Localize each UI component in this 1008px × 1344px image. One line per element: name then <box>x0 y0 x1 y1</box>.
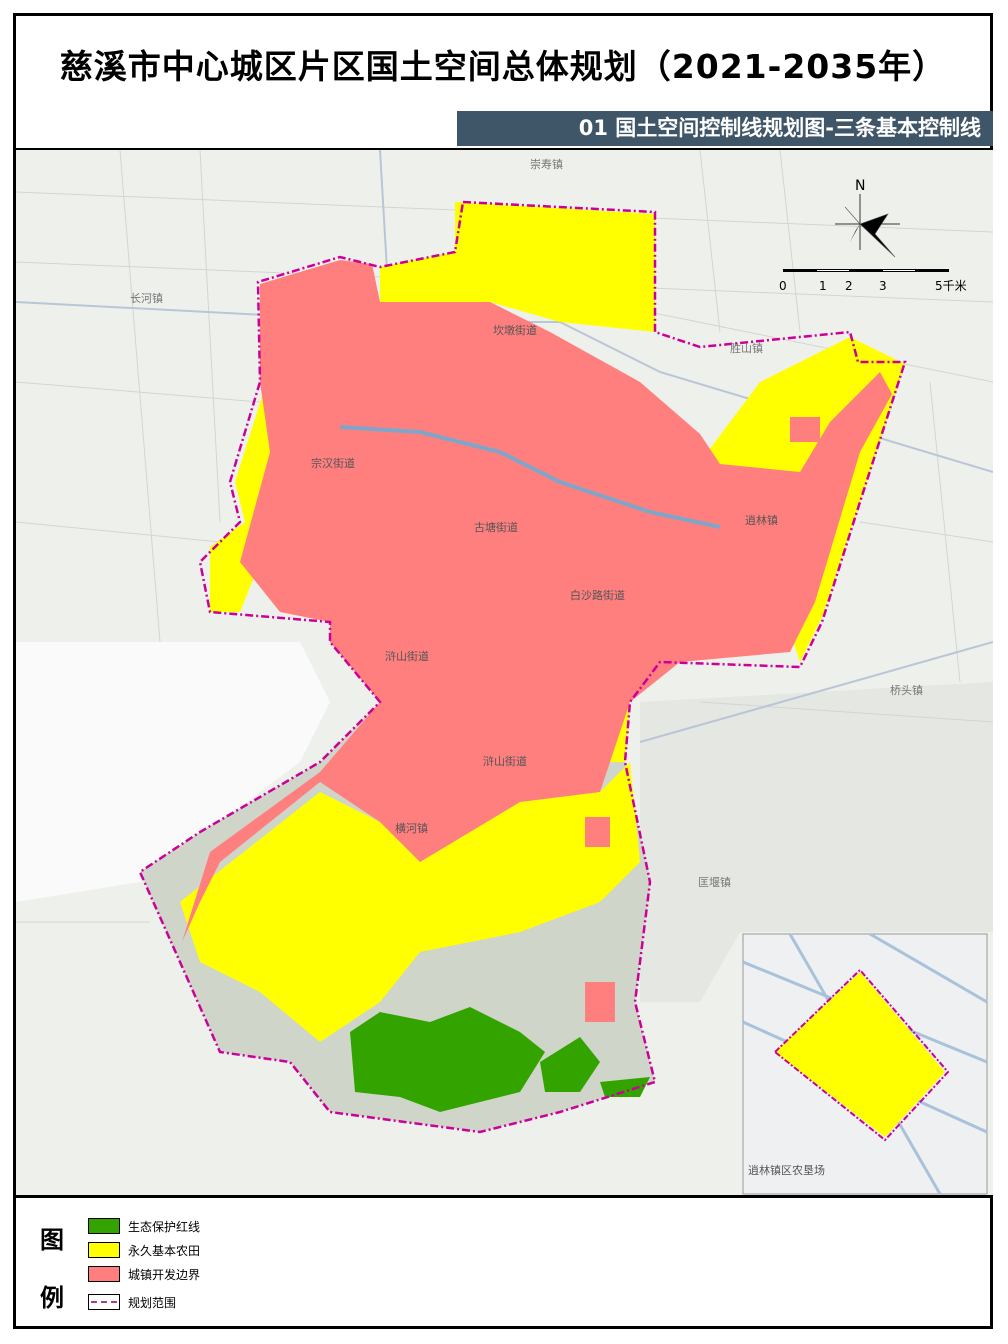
basemap-lowland <box>16 642 330 902</box>
legend-label: 城镇开发边界 <box>128 1267 201 1282</box>
urban-patches <box>585 417 820 1022</box>
place-label-henghe: 横河镇 <box>395 821 428 835</box>
legend-swatch-green <box>88 1218 120 1234</box>
legend-title-bottom: 例 <box>40 1284 64 1312</box>
legend-label: 永久基本农田 <box>128 1243 201 1258</box>
legend-label: 生态保护红线 <box>128 1219 201 1234</box>
map-canvas[interactable]: 崇寿镇 长河镇 坎墩街道 胜山镇 宗汉街道 古塘街道 逍林镇 白沙路街道 浒山街… <box>16 148 993 1198</box>
place-label-shengshan: 胜山镇 <box>730 341 763 355</box>
legend-item-farmland: 永久基本农田 <box>88 1241 200 1259</box>
legend-swatch-yellow <box>88 1242 120 1258</box>
place-label-kuangyan: 匡堰镇 <box>698 875 731 889</box>
place-label-hushan-2: 浒山街道 <box>483 754 527 768</box>
legend-swatch-pink <box>88 1266 120 1282</box>
inset-label: 逍林镇区农垦场 <box>748 1163 825 1177</box>
north-arrow-icon: N <box>835 178 900 258</box>
map-subtitle: 01 国土空间控制线规划图-三条基本控制线 <box>457 111 993 146</box>
scale-bar <box>783 269 949 272</box>
basemap-lake-area <box>640 682 993 1002</box>
inset-boundary <box>773 968 950 1142</box>
place-label-gutang: 古塘街道 <box>474 520 518 534</box>
place-label-kandun: 坎墩街道 <box>493 323 537 337</box>
inset-farmland <box>775 972 945 1137</box>
scale-tick-1: 1 <box>819 279 827 293</box>
legend-item-urban: 城镇开发边界 <box>88 1265 200 1283</box>
place-label-chongshou: 崇寿镇 <box>530 157 563 171</box>
scale-tick-3: 3 <box>879 279 887 293</box>
scale-tick-0: 0 <box>779 279 787 293</box>
inset-map[interactable]: 逍林镇区农垦场 <box>742 932 988 1195</box>
river <box>339 425 721 529</box>
place-label-baishalu: 白沙路街道 <box>570 588 625 602</box>
legend-item-planning-boundary: 规划范围 <box>88 1293 176 1311</box>
legend-label: 规划范围 <box>128 1295 177 1310</box>
scale-tick-5: 5千米 <box>935 279 967 293</box>
urban-development-boundary-area <box>182 260 892 942</box>
ecological-protection-redline <box>350 1007 650 1112</box>
map-title: 慈溪市中心城区片区国土空间总体规划（2021-2035年） <box>59 47 947 86</box>
legend-title-top: 图 <box>40 1226 64 1254</box>
place-label-zonghan: 宗汉街道 <box>311 456 355 470</box>
planning-boundary <box>138 200 907 1134</box>
legend-swatch-dashed <box>88 1294 120 1310</box>
place-label-changhe: 长河镇 <box>130 291 163 305</box>
legend-item-ecological: 生态保护红线 <box>88 1217 200 1235</box>
north-label: N <box>855 178 865 194</box>
place-label-hushan-1: 浒山街道 <box>385 649 429 663</box>
scale-tick-2: 2 <box>845 279 853 293</box>
legend: 图 例 生态保护红线 永久基本农田 城镇开发边界 规划范围 <box>16 1198 993 1329</box>
place-label-qiaotou: 桥头镇 <box>890 683 923 697</box>
place-label-xiaolin: 逍林镇 <box>745 513 778 527</box>
